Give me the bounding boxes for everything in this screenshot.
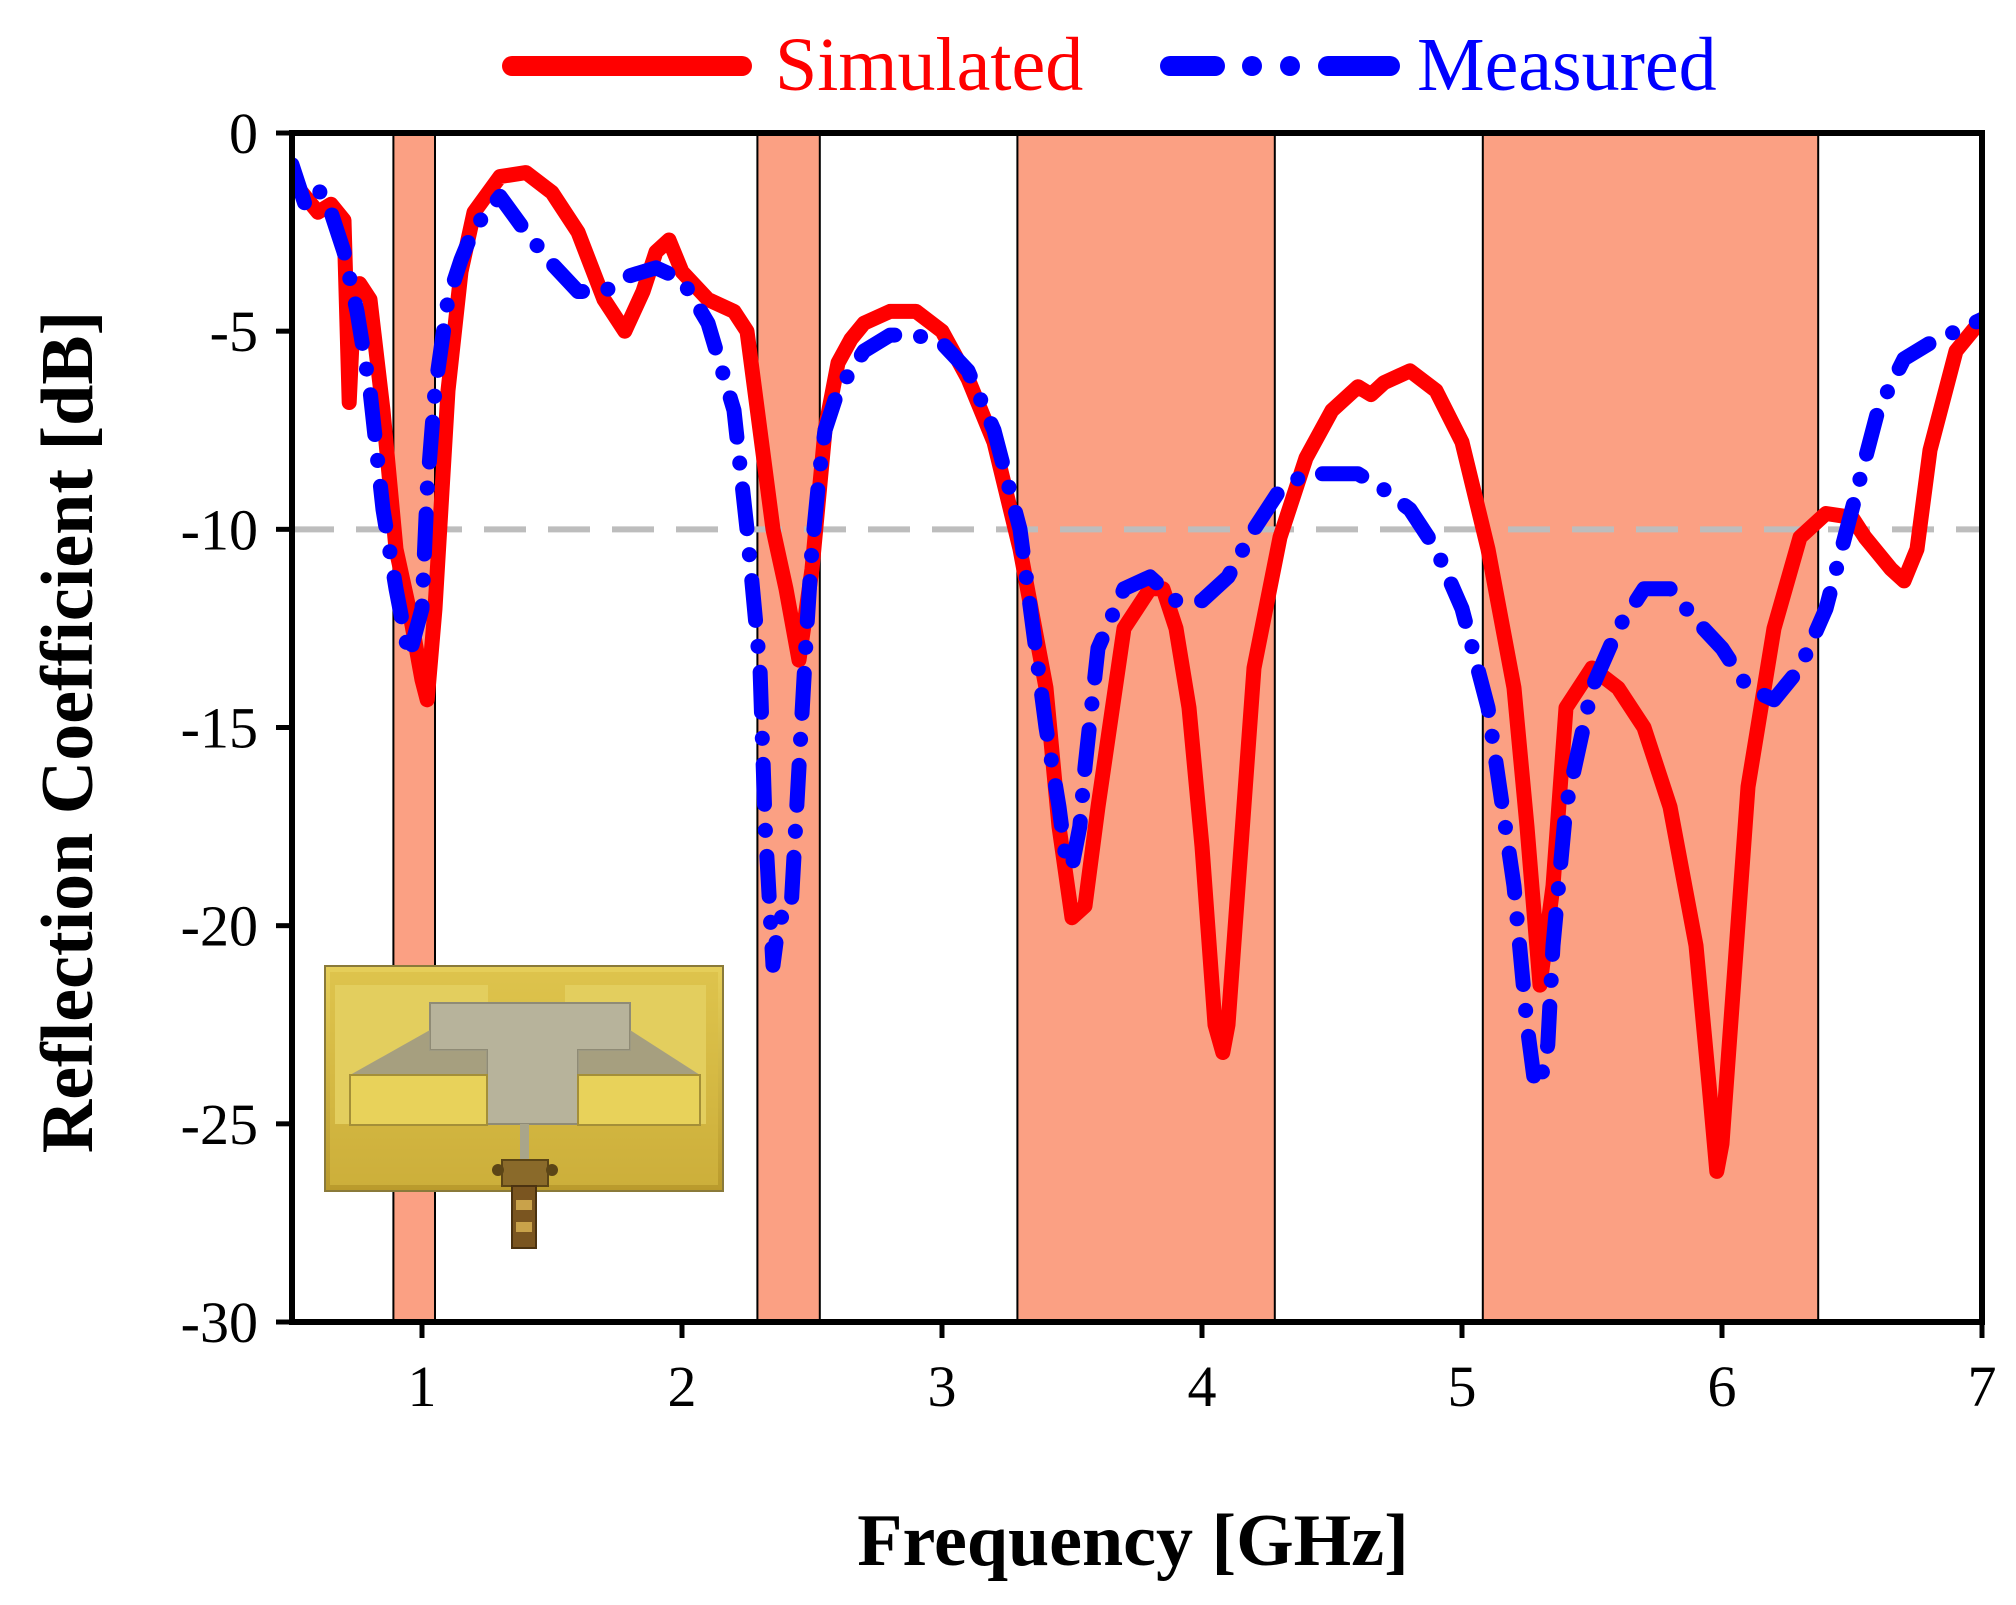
y-tick-label: -20 xyxy=(181,894,258,959)
x-tick-label: 2 xyxy=(668,1354,697,1419)
y-tick-label: -5 xyxy=(210,299,258,364)
x-tick-label: 4 xyxy=(1188,1354,1217,1419)
x-tick-label: 5 xyxy=(1448,1354,1477,1419)
antenna-prototype-photo xyxy=(324,965,724,1249)
x-tick-label: 6 xyxy=(1708,1354,1737,1419)
tick-labels: 1 2 3 4 5 6 7 0 -5 -10 -15 -20 -25 -30 xyxy=(181,101,1997,1419)
x-tick-label: 7 xyxy=(1968,1354,1997,1419)
legend: Simulated Measured xyxy=(502,23,1717,107)
series-layer xyxy=(292,157,1982,1179)
y-tick-label: -30 xyxy=(181,1290,258,1355)
y-tick-label: 0 xyxy=(229,101,258,166)
y-tick-label: -15 xyxy=(181,696,258,761)
x-tick-label: 1 xyxy=(408,1354,437,1419)
y-tick-label: -10 xyxy=(181,497,258,562)
y-tick-label: -25 xyxy=(181,1092,258,1157)
series-measured xyxy=(292,157,1982,1092)
legend-simulated-label: Simulated xyxy=(775,23,1083,107)
y-axis-title: Reflection Coefficient [dB] xyxy=(27,311,109,1154)
series-simulated xyxy=(292,165,1982,1179)
band-2 xyxy=(756,132,821,1323)
x-tick-label: 3 xyxy=(928,1354,957,1419)
x-axis-title: Frequency [GHz] xyxy=(857,1500,1408,1582)
legend-measured-swatch xyxy=(1160,56,1400,76)
legend-measured-label: Measured xyxy=(1417,23,1717,107)
